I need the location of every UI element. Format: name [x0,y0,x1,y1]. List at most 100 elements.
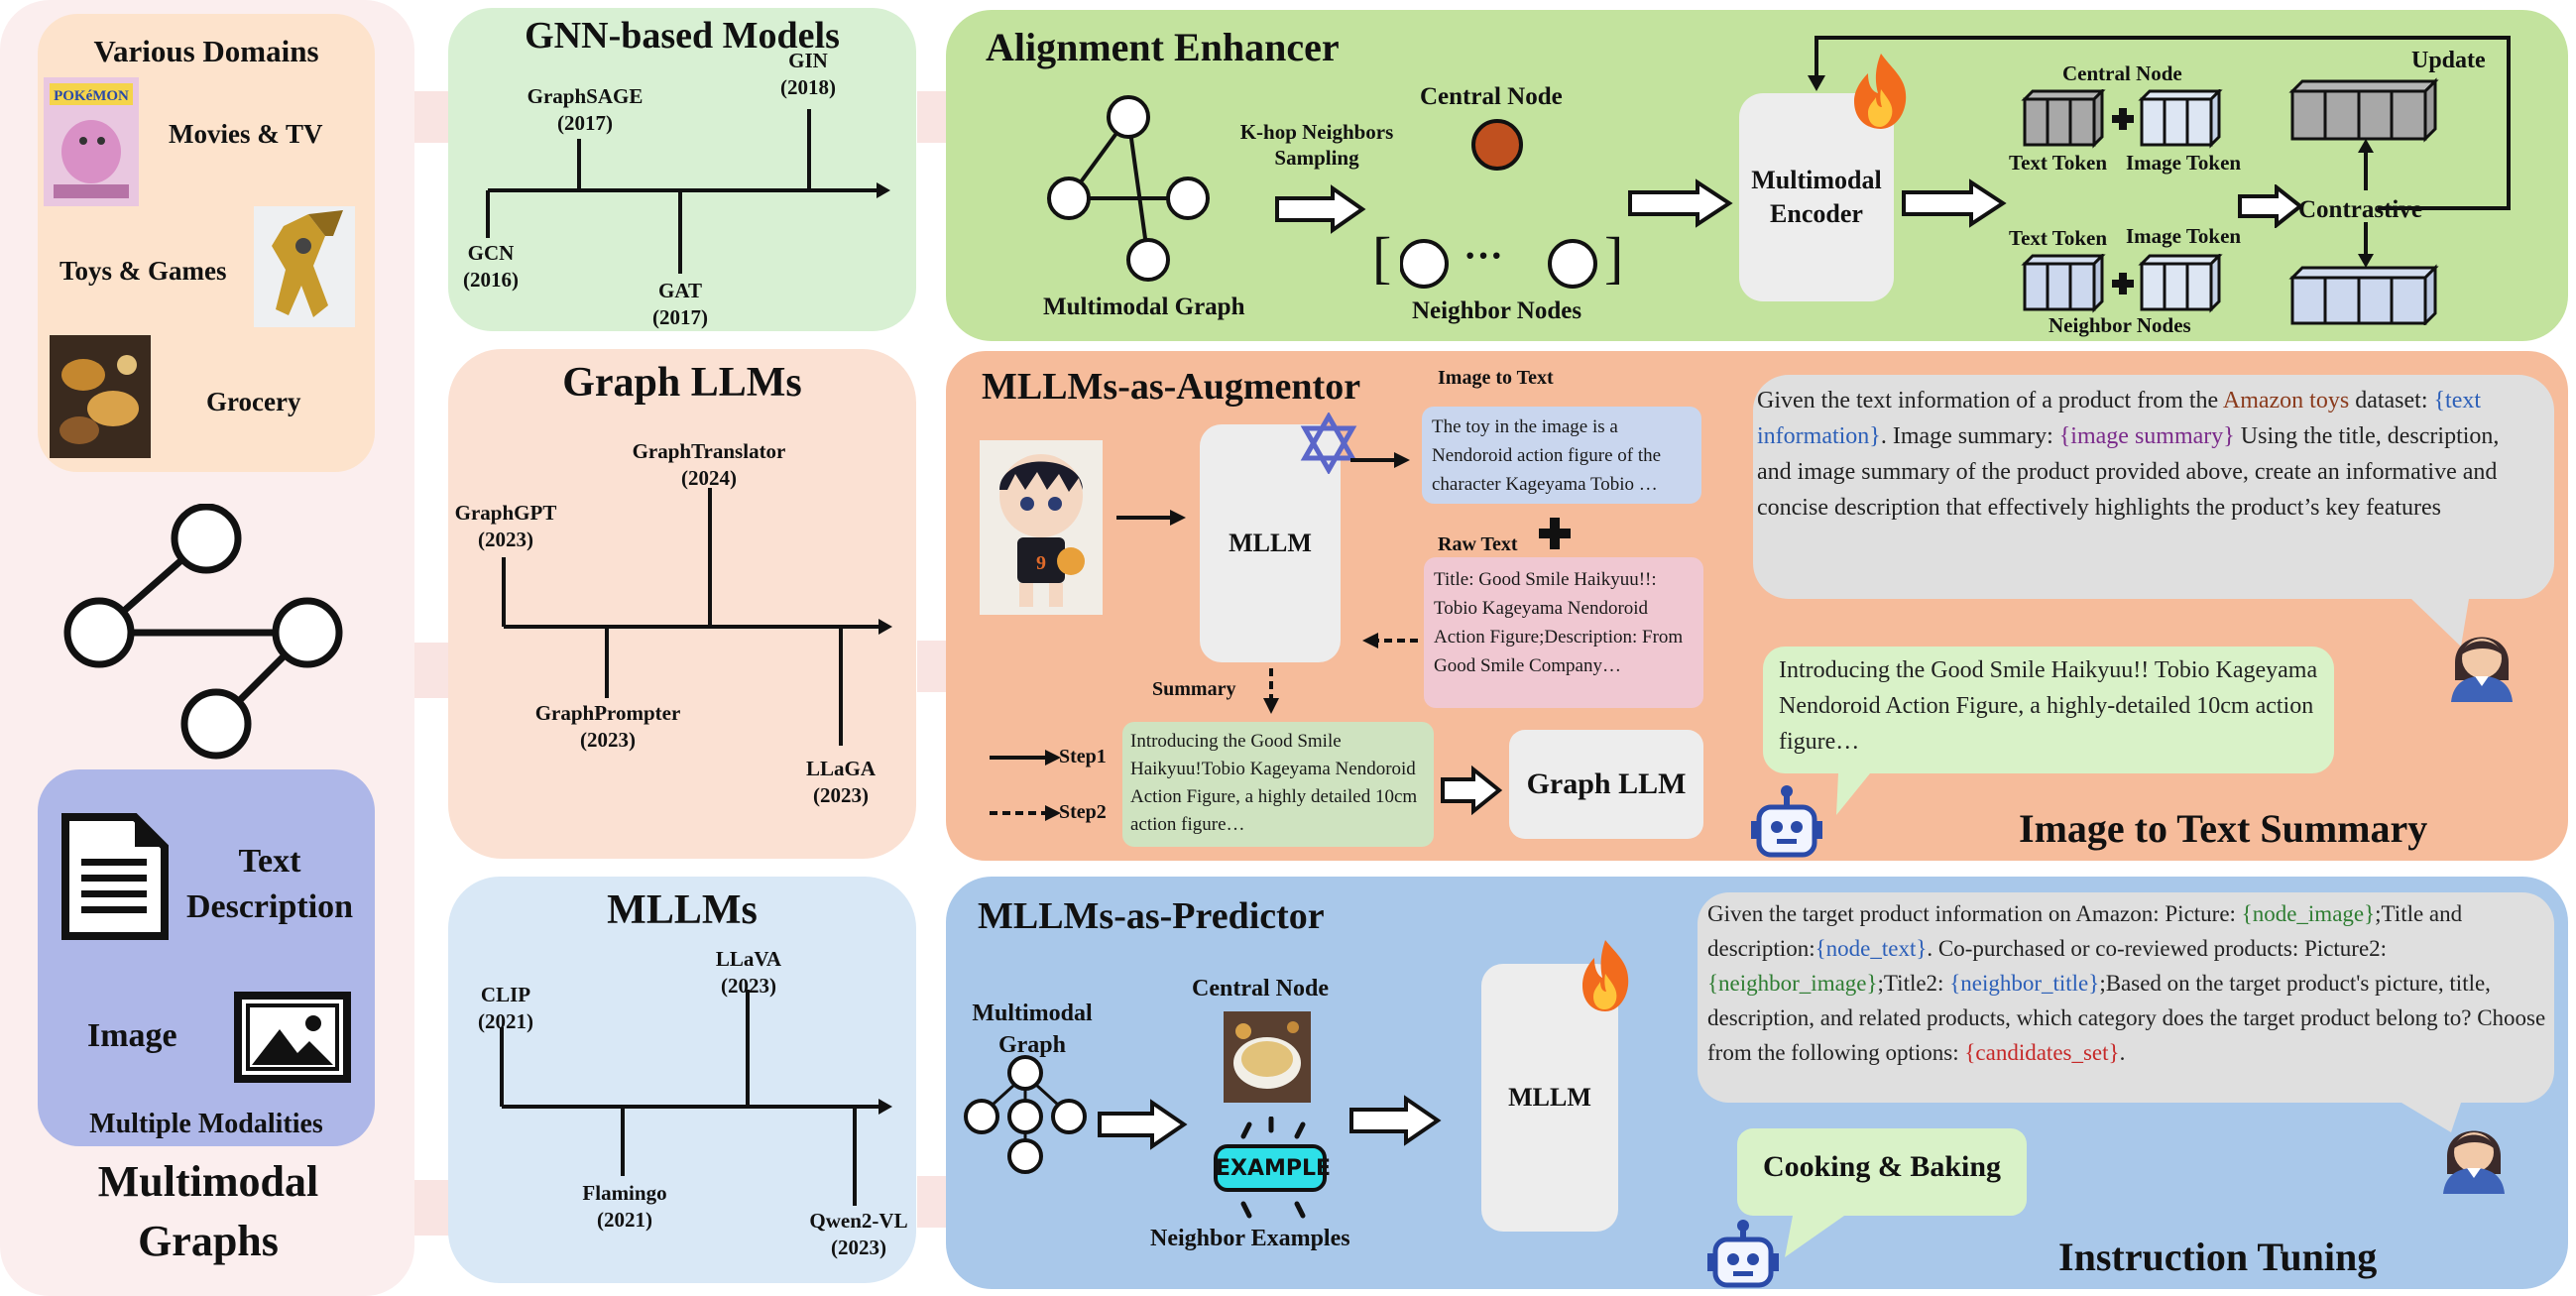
predictor-prompt-segment: . Co-purchased or co-reviewed products: … [1927,936,2388,961]
grocery-thumbnail [50,335,151,458]
gnn-item-graphsage: GraphSAGE (2017) [527,84,644,135]
example-badge-icon [1214,1117,1327,1219]
arrow-image-to-mllm [1116,510,1186,526]
mllms-item-flamingo: Flamingo (2021) [582,1181,667,1232]
gnn-item-gcn: GCN (2016) [463,241,519,292]
augmentor-prompt-segment: dataset: [2349,388,2434,413]
augmentor-title: MLLMs-as-Augmentor [982,366,1361,408]
movies-thumbnail: POKéMON [44,77,139,206]
summary-text: Introducing the Good Smile Haikyuu!Tobio… [1130,731,1418,835]
augmentor-prompt-segment: Given the text information of a product … [1757,388,2223,413]
star-logo-icon [1300,412,1357,474]
augmentor-response-bubble-shape [1763,647,2334,815]
mllms-item-qwen2vl: Qwen2-VL (2023) [809,1209,908,1259]
central-image-token-label: Image Token [2126,151,2242,175]
bracket-right: ] [1604,225,1624,290]
central-node-image [1224,1011,1311,1103]
update-loop-arrow [1808,36,2511,210]
modality-text: Text Description [185,843,354,925]
gnn-item-gin: GIN (2018) [780,49,836,99]
predictor-multimodal-graph: Multimodal Graph [972,1001,1093,1058]
arrow-summary-to-graphllm [1441,766,1503,815]
predictor-prompt-segment: {node_text} [1815,936,1928,961]
nendoroid-thumbnail: 9 [980,440,1103,615]
predictor-prompt-segment: {neighbor_image} [1707,971,1878,996]
predictor-prompt-segment: . [2119,1040,2126,1065]
alignment-graph [1047,95,1210,282]
augmentor-prompt-segment: . Image summary: [1880,423,2059,449]
mllms-item-clip: CLIP (2021) [478,983,533,1033]
predictor-prompt-text: Given the target product information on … [1707,896,2552,1070]
graph-llm-label: Graph LLM [1526,767,1687,800]
predictor-footer: Instruction Tuning [2058,1235,2378,1279]
gnn-title: GNN-based Models [525,15,840,57]
augmentor-response-text: Introducing the Good Smile Haikyuu!! Tob… [1779,657,2318,755]
caption-text: The toy in the image is a Nendoroid acti… [1432,416,1662,495]
robot-icon [1751,785,1822,858]
example-badge-text: EXAMPLE [1216,1156,1332,1181]
predictor-user-avatar-icon [2443,1130,2505,1194]
answer-text: Cooking & Baking [1762,1150,2002,1183]
predictor-prompt-segment: {node_image} [2241,901,2376,926]
augmentor-prompt-text: Given the text information of a product … [1757,383,2511,526]
central-tokens [2021,89,2223,149]
alignment-title: Alignment Enhancer [986,25,1340,69]
central-node-dot [1471,119,1523,171]
augmentor-mllm-box: MLLM [1200,424,1341,662]
left-footer: Multimodal Graphs [97,1157,319,1265]
neighbor-examples-label: Neighbor Examples [1150,1226,1350,1251]
bracket-left: [ [1372,225,1392,290]
image-to-text-label: Image to Text [1438,367,1554,389]
graphllm-title: Graph LLMs [562,360,802,406]
gnn-item-gat: GAT (2017) [652,279,708,329]
mllms-item-llava: LLaVA (2023) [715,947,782,998]
alignment-neighbor-nodes: Neighbor Nodes [1412,297,1582,324]
mllms-timeline [500,990,892,1206]
neighbor-tokens [2021,254,2223,313]
image-icon [234,992,351,1083]
central-text-token-label: Text Token [2009,151,2108,175]
predictor-prompt-segment: ;Based on the target product's picture, … [1707,971,2546,1065]
encoder-label: Multimodal Encoder [1751,166,1882,228]
augmentor-prompt-segment: Amazon toys [2222,388,2350,413]
gnn-timeline [486,109,890,274]
toys-thumbnail [254,206,355,327]
summary-label: Summary [1152,678,1236,700]
flame-icon [1854,54,1907,129]
domains-title: Various Domains [93,34,319,68]
mllms-title: MLLMs [607,887,758,933]
augmentor-prompt-segment: {text information} [1757,388,2482,449]
augmentor-prompt-segment: Using the title, description, and image … [1757,423,2500,521]
user-avatar-icon [2451,637,2513,702]
graph-llm-box: Graph LLM [1509,730,1703,839]
predictor-prompt-segment: {neighbor_title} [1949,971,2100,996]
neighbor-text-token-label: Text Token [2009,226,2108,250]
augmentor-prompt-bubble-shape [1753,375,2554,647]
svg-text:9: 9 [1036,552,1046,574]
raw-text-content: Title: Good Smile Haikyuu!!: Tobio Kagey… [1434,569,1684,676]
raw-text-label: Raw Text [1438,533,1518,555]
predictor-tree-graph [964,1055,1087,1174]
dashed-arrow-raw-to-mllm [1362,633,1418,648]
predictor-prompt-segment: Given the target product information on … [1707,901,2242,926]
graphllm-timeline [502,488,892,746]
graph-icon [58,503,353,764]
alignment-multimodal-graph: Multimodal Graph [1043,294,1245,320]
graphllm-item-graphgpt: GraphGPT (2023) [454,501,557,551]
alignment-central-node-label: Central Node [1420,83,1563,110]
arrow-to-predictor-mllm [1349,1095,1442,1146]
augmentor-prompt-segment: {image summary} [2058,423,2235,449]
predictor-flame-icon [1582,940,1629,1011]
arrow-mllm-to-caption [1350,452,1410,468]
document-icon [59,811,171,942]
domain-grocery: Grocery [206,387,301,416]
summary-box: Introducing the Good Smile Haikyuu!Tobio… [1122,722,1434,847]
arrow-graph-to-central [1098,1099,1188,1150]
predictor-prompt-bubble-shape [1698,892,2554,1132]
step2-arrow [990,805,1061,821]
arrow-encoder-out [1902,178,2007,228]
predictor-central-node-label: Central Node [1192,976,1329,1001]
update-label: Update [2411,48,2486,73]
graphllm-item-llaga: LLaGA (2023) [805,757,876,807]
svg-text:POKéMON: POKéMON [54,88,129,104]
